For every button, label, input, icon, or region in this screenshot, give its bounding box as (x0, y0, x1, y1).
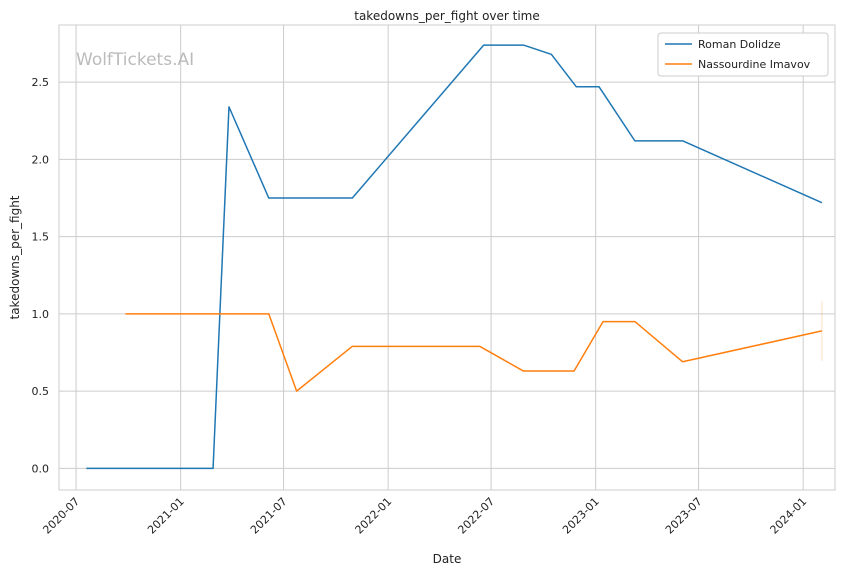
data-point-nassourdine-imavov (350, 344, 354, 348)
data-point-roman-dolidze (597, 85, 601, 89)
data-point-roman-dolidze (84, 466, 88, 470)
y-tick-label: 1.5 (32, 231, 50, 244)
data-point-roman-dolidze (820, 201, 824, 205)
data-point-nassourdine-imavov (601, 320, 605, 324)
data-point-roman-dolidze (482, 43, 486, 47)
data-point-roman-dolidze (211, 466, 215, 470)
data-point-roman-dolidze (633, 139, 637, 143)
y-tick-label: 0.0 (32, 462, 50, 475)
watermark: WolfTickets.AI (76, 50, 194, 70)
chart-title: takedowns_per_fight over time (354, 9, 540, 23)
legend-box (657, 32, 829, 77)
data-point-nassourdine-imavov (572, 369, 576, 373)
y-tick-label: 2.0 (32, 153, 50, 166)
legend-label-roman-dolidze: Roman Dolidze (698, 38, 781, 51)
series-line-nassourdine-imavov (125, 313, 823, 392)
data-point-nassourdine-imavov (267, 312, 271, 316)
series-line-roman-dolidze (86, 44, 823, 470)
y-tick-label: 1.0 (32, 308, 50, 321)
y-axis-label: takedowns_per_fight (8, 195, 22, 319)
data-point-roman-dolidze (350, 196, 354, 200)
series-layer (84, 43, 824, 470)
data-point-roman-dolidze (267, 196, 271, 200)
data-point-nassourdine-imavov (521, 369, 525, 373)
data-point-roman-dolidze (521, 43, 525, 47)
data-point-nassourdine-imavov (633, 320, 637, 324)
data-point-roman-dolidze (227, 105, 231, 109)
data-point-roman-dolidze (681, 139, 685, 143)
y-tick-label: 0.5 (32, 385, 50, 398)
legend: Roman Dolidze Nassourdine Imavov (657, 32, 829, 77)
data-point-nassourdine-imavov (295, 389, 299, 393)
data-point-roman-dolidze (549, 52, 553, 56)
data-point-nassourdine-imavov (124, 312, 128, 316)
data-point-nassourdine-imavov (478, 344, 482, 348)
data-point-nassourdine-imavov (681, 360, 685, 364)
x-axis-label: Date (433, 552, 462, 566)
y-tick-label: 2.5 (32, 76, 50, 89)
data-point-roman-dolidze (574, 85, 578, 89)
legend-label-nassourdine-imavov: Nassourdine Imavov (698, 58, 811, 71)
plot-frame (58, 24, 836, 491)
